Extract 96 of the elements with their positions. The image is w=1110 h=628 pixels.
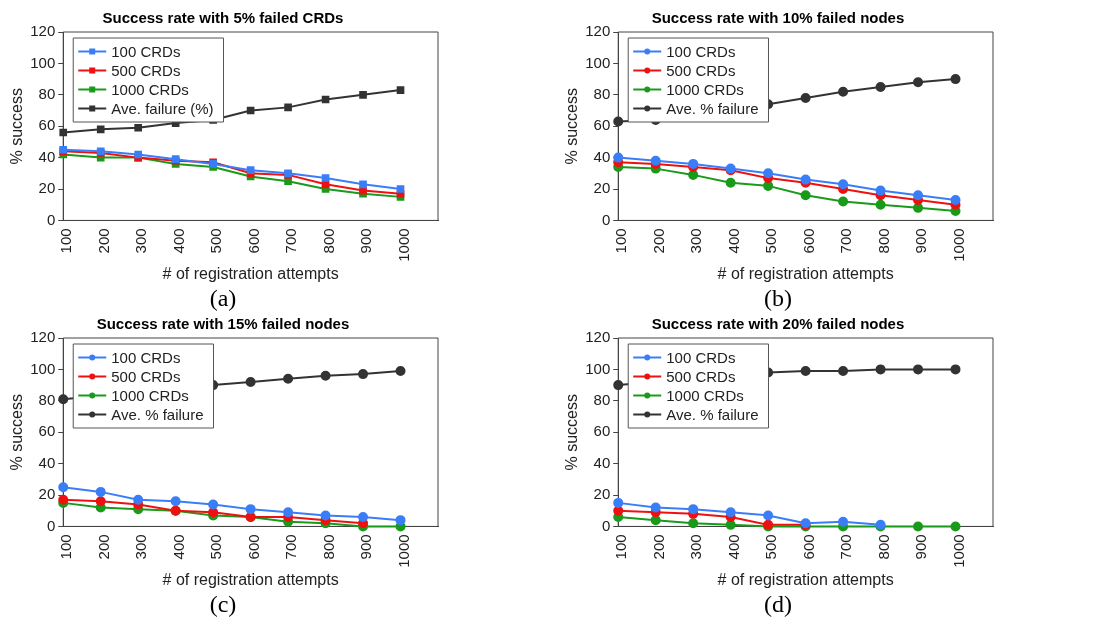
y-tick-label: 60 bbox=[38, 116, 56, 134]
legend-label: 1000 CRDs bbox=[666, 80, 744, 98]
y-tick-label: 0 bbox=[601, 516, 611, 534]
chart-title: Success rate with 10% failed nodes bbox=[651, 9, 905, 27]
x-axis-title: # of registration attempts bbox=[162, 570, 339, 588]
legend-label: 500 CRDs bbox=[666, 61, 736, 79]
y-tick-label: 60 bbox=[38, 422, 56, 440]
y-tick-label: 60 bbox=[593, 422, 611, 440]
legend-label: Ave. % failure bbox=[111, 405, 204, 423]
y-tick-label: 20 bbox=[38, 485, 56, 503]
x-tick-label: 900 bbox=[357, 228, 375, 254]
y-tick-label: 100 bbox=[30, 359, 56, 377]
legend-label: 1000 CRDs bbox=[111, 80, 189, 98]
x-tick-label: 400 bbox=[724, 228, 742, 254]
x-tick-label: 1000 bbox=[949, 228, 967, 262]
y-tick-label: 120 bbox=[585, 22, 611, 40]
x-tick-label: 600 bbox=[799, 228, 817, 254]
legend-label: 1000 CRDs bbox=[111, 386, 189, 404]
chart-title: Success rate with 20% failed nodes bbox=[651, 315, 905, 333]
y-tick-label: 120 bbox=[585, 328, 611, 346]
legend-label: 100 CRDs bbox=[111, 348, 181, 366]
x-axis-title: # of registration attempts bbox=[717, 264, 894, 282]
y-axis-title: % success bbox=[563, 87, 581, 165]
x-tick-label: 300 bbox=[687, 228, 705, 254]
x-tick-label: 300 bbox=[132, 534, 150, 560]
legend-label: 100 CRDs bbox=[666, 348, 736, 366]
y-tick-label: 20 bbox=[593, 179, 611, 197]
x-tick-label: 200 bbox=[649, 228, 667, 254]
y-tick-label: 0 bbox=[46, 210, 56, 228]
legend-label: 100 CRDs bbox=[666, 42, 736, 60]
text: (a) bbox=[208, 284, 238, 312]
text: (b) bbox=[763, 284, 793, 312]
x-tick-label: 700 bbox=[282, 534, 300, 560]
y-tick-label: 120 bbox=[30, 22, 56, 40]
x-tick-label: 500 bbox=[762, 534, 780, 560]
x-tick-label: 300 bbox=[132, 228, 150, 254]
x-tick-label: 200 bbox=[649, 534, 667, 560]
y-axis-title: % success bbox=[8, 87, 26, 165]
x-tick-label: 500 bbox=[762, 228, 780, 254]
legend-label: Ave. % failure bbox=[666, 405, 759, 423]
x-tick-label: 800 bbox=[874, 534, 892, 560]
y-tick-label: 0 bbox=[601, 210, 611, 228]
x-tick-label: 900 bbox=[357, 534, 375, 560]
x-tick-label: 600 bbox=[244, 534, 262, 560]
x-tick-label: 400 bbox=[724, 534, 742, 560]
x-tick-label: 700 bbox=[837, 534, 855, 560]
legend-label: 500 CRDs bbox=[666, 367, 736, 385]
x-axis-title: # of registration attempts bbox=[717, 570, 894, 588]
x-tick-label: 800 bbox=[874, 228, 892, 254]
legend-label: 1000 CRDs bbox=[666, 386, 744, 404]
x-axis-title: # of registration attempts bbox=[162, 264, 339, 282]
y-tick-label: 20 bbox=[593, 485, 611, 503]
x-tick-label: 300 bbox=[687, 534, 705, 560]
x-tick-label: 1000 bbox=[394, 534, 412, 568]
x-tick-label: 400 bbox=[169, 534, 187, 560]
x-tick-label: 700 bbox=[837, 228, 855, 254]
legend-label: 500 CRDs bbox=[111, 61, 181, 79]
x-tick-label: 900 bbox=[912, 534, 930, 560]
y-tick-label: 100 bbox=[585, 53, 611, 71]
legend-label: 100 CRDs bbox=[111, 42, 181, 60]
legend-label: 500 CRDs bbox=[111, 367, 181, 385]
chart-title: Success rate with 15% failed nodes bbox=[96, 315, 350, 333]
x-tick-label: 1000 bbox=[949, 534, 967, 568]
y-tick-label: 80 bbox=[593, 84, 611, 102]
x-tick-label: 400 bbox=[169, 228, 187, 254]
y-tick-label: 80 bbox=[38, 84, 56, 102]
x-tick-label: 900 bbox=[912, 228, 930, 254]
y-tick-label: 40 bbox=[593, 147, 611, 165]
y-tick-label: 100 bbox=[30, 53, 56, 71]
y-tick-label: 80 bbox=[38, 390, 56, 408]
y-tick-label: 20 bbox=[38, 179, 56, 197]
y-axis-title: % success bbox=[8, 393, 26, 471]
y-axis-title: % success bbox=[563, 393, 581, 471]
x-tick-label: 200 bbox=[94, 534, 112, 560]
legend-label: Ave. failure (%) bbox=[111, 99, 214, 117]
y-tick-label: 120 bbox=[30, 328, 56, 346]
chart-title: Success rate with 5% failed CRDs bbox=[102, 9, 344, 27]
legend-label: Ave. % failure bbox=[666, 99, 759, 117]
y-tick-label: 100 bbox=[585, 359, 611, 377]
y-tick-label: 80 bbox=[593, 390, 611, 408]
x-tick-label: 600 bbox=[799, 534, 817, 560]
x-tick-label: 800 bbox=[319, 534, 337, 560]
x-tick-label: 600 bbox=[244, 228, 262, 254]
x-tick-label: 800 bbox=[319, 228, 337, 254]
y-tick-label: 0 bbox=[46, 516, 56, 534]
x-tick-label: 700 bbox=[282, 228, 300, 254]
y-tick-label: 40 bbox=[38, 453, 56, 471]
x-tick-label: 500 bbox=[207, 534, 225, 560]
x-tick-label: 500 bbox=[207, 228, 225, 254]
y-tick-label: 40 bbox=[593, 453, 611, 471]
text: (c) bbox=[208, 590, 238, 618]
x-tick-label: 200 bbox=[94, 228, 112, 254]
y-tick-label: 40 bbox=[38, 147, 56, 165]
text: (d) bbox=[763, 590, 793, 618]
y-tick-label: 60 bbox=[593, 116, 611, 134]
x-tick-label: 1000 bbox=[394, 228, 412, 262]
